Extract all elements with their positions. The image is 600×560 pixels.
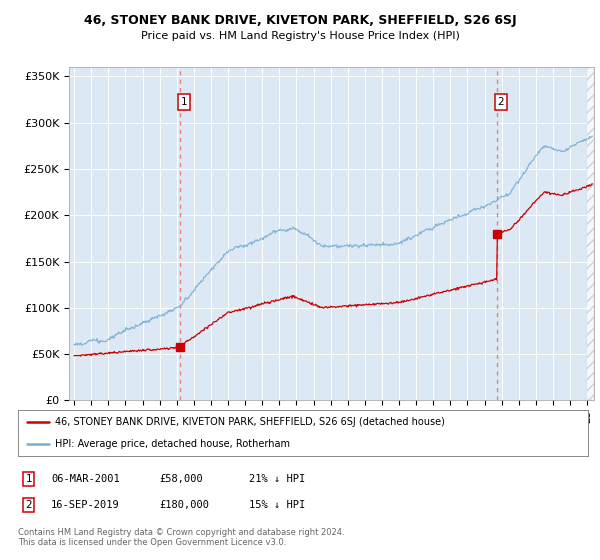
Text: 46, STONEY BANK DRIVE, KIVETON PARK, SHEFFIELD, S26 6SJ (detached house): 46, STONEY BANK DRIVE, KIVETON PARK, SHE… [55,417,445,427]
Text: 21% ↓ HPI: 21% ↓ HPI [249,474,305,484]
Text: 2: 2 [25,500,32,510]
Text: 1: 1 [25,474,32,484]
Text: 2: 2 [497,97,504,107]
Polygon shape [587,67,594,400]
Text: Contains HM Land Registry data © Crown copyright and database right 2024.
This d: Contains HM Land Registry data © Crown c… [18,528,344,547]
Text: £180,000: £180,000 [159,500,209,510]
Text: HPI: Average price, detached house, Rotherham: HPI: Average price, detached house, Roth… [55,438,290,449]
Text: Price paid vs. HM Land Registry's House Price Index (HPI): Price paid vs. HM Land Registry's House … [140,31,460,41]
Text: 06-MAR-2001: 06-MAR-2001 [51,474,120,484]
Text: 1: 1 [181,97,187,107]
Text: 16-SEP-2019: 16-SEP-2019 [51,500,120,510]
Text: 15% ↓ HPI: 15% ↓ HPI [249,500,305,510]
Text: 46, STONEY BANK DRIVE, KIVETON PARK, SHEFFIELD, S26 6SJ: 46, STONEY BANK DRIVE, KIVETON PARK, SHE… [83,14,517,27]
Text: £58,000: £58,000 [159,474,203,484]
